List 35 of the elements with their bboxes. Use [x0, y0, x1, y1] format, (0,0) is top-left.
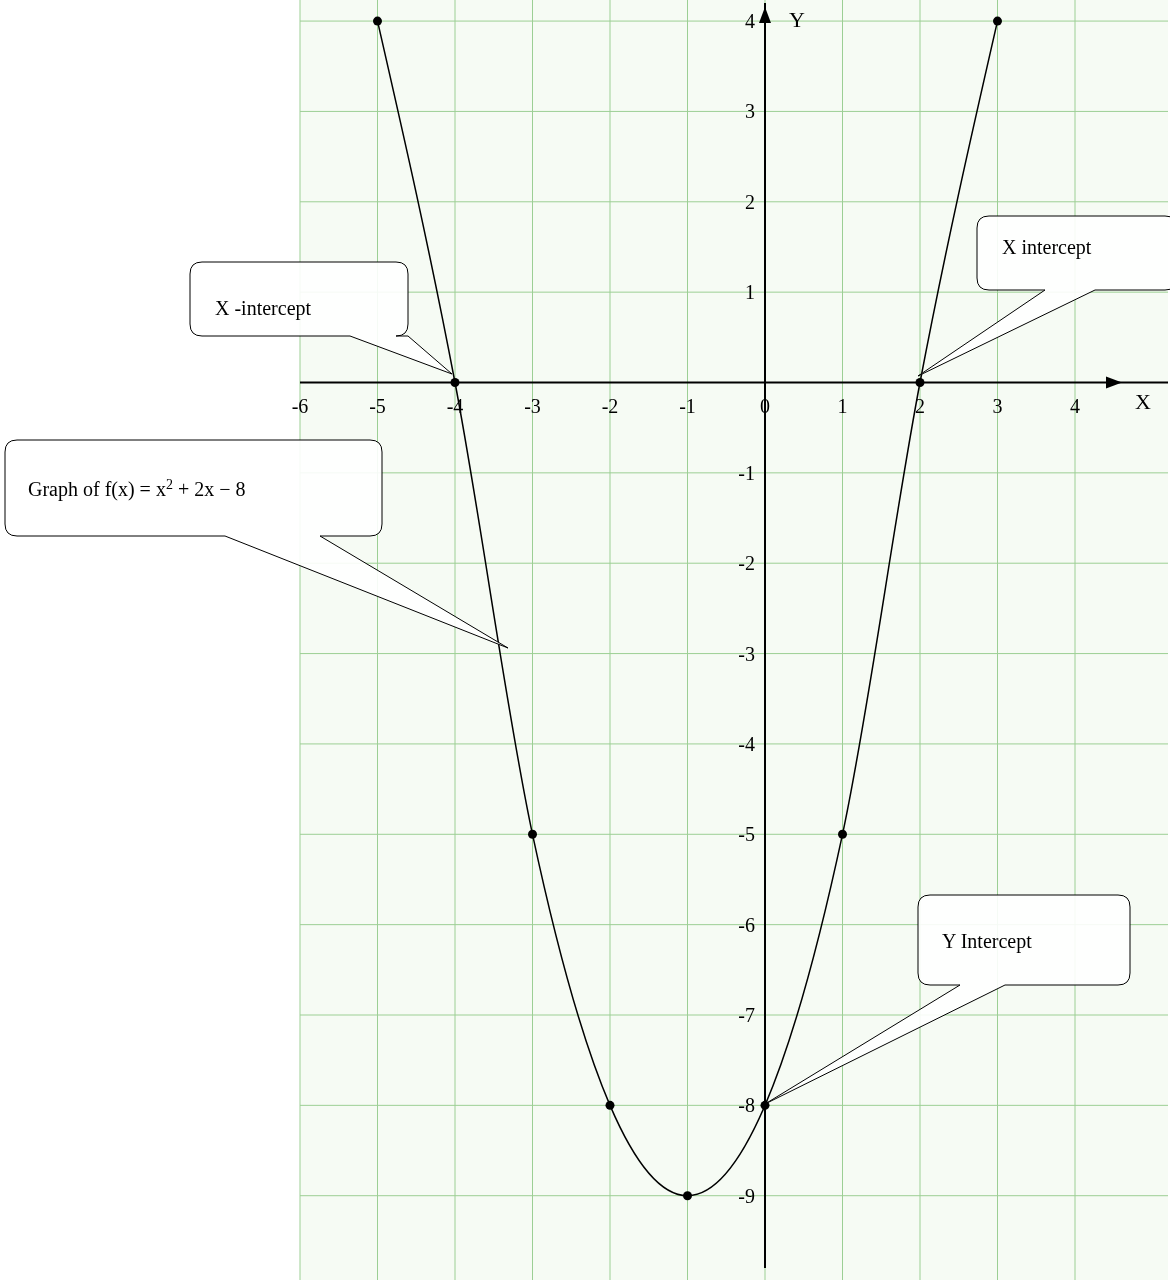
annotation: X intercept — [1002, 236, 1092, 259]
point — [838, 829, 847, 839]
x-tick-label: 3 — [992, 394, 1003, 417]
point — [683, 1191, 692, 1201]
x-tick-label: 4 — [1070, 394, 1080, 417]
point — [528, 829, 537, 839]
annotation: X -intercept — [215, 297, 312, 320]
point — [915, 378, 925, 387]
x-tick-label: -1 — [679, 394, 696, 417]
x-tick-label: 1 — [837, 394, 848, 417]
point — [450, 378, 460, 387]
x-tick-label: -3 — [524, 394, 541, 417]
y-tick-label: -6 — [738, 913, 755, 936]
x-axis-title: X — [1135, 388, 1152, 414]
y-axis-title: Y — [789, 7, 806, 32]
y-tick-label: -1 — [738, 461, 755, 484]
annotation: Y Intercept — [942, 930, 1033, 953]
y-tick-label: -5 — [738, 823, 755, 846]
point — [373, 16, 382, 26]
y-tick-label: 2 — [745, 190, 755, 213]
x-tick-label: -6 — [291, 394, 309, 417]
y-tick-label: 4 — [745, 10, 755, 33]
x-tick-label: -2 — [601, 394, 619, 417]
y-tick-label: 3 — [745, 100, 755, 123]
point — [993, 16, 1002, 26]
x-tick-label: -5 — [369, 394, 386, 417]
text: Graph of f(x) = x$^{2}$ + 2x − 8 — [28, 476, 246, 501]
point — [605, 1100, 615, 1110]
y-tick-label: -4 — [738, 732, 755, 755]
y-tick-label: -3 — [738, 642, 755, 665]
y-tick-label: -8 — [738, 1094, 755, 1117]
y-tick-label: -9 — [738, 1184, 755, 1207]
y-tick-label: -2 — [738, 552, 755, 575]
y-tick-label: -7 — [738, 1004, 755, 1026]
y-tick-label: 1 — [745, 281, 755, 304]
